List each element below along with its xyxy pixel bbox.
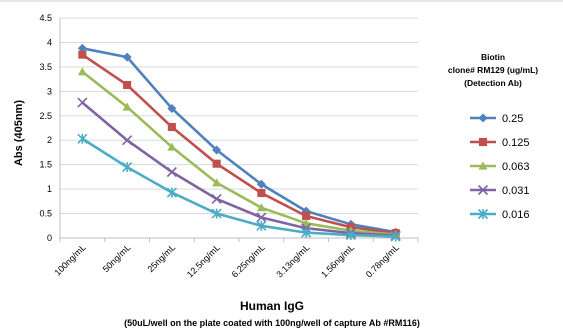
data-point (256, 212, 267, 223)
y-tick-label: 2 (47, 135, 52, 145)
data-point (122, 162, 133, 173)
legend-title: (Detection Ab) (464, 78, 522, 88)
legend-item: 0.031 (470, 184, 530, 197)
y-tick-label: 3.5 (39, 62, 52, 72)
data-point (122, 135, 133, 146)
legend: Biotin clone# RM129 (ug/mL) (Detection Ab)… (448, 52, 538, 221)
data-point (211, 208, 222, 219)
data-point (212, 178, 222, 187)
series-0.016 (77, 133, 401, 242)
data-point (212, 145, 222, 155)
legend-label: 0.125 (502, 137, 530, 149)
series-line (81, 137, 396, 238)
legend-swatch-marker (477, 184, 489, 196)
legend-label: 0.031 (502, 185, 530, 197)
data-point (166, 187, 177, 198)
legend-swatch-marker (478, 161, 488, 170)
data-point (167, 142, 177, 151)
data-point (77, 133, 88, 144)
data-point (167, 103, 177, 113)
y-tick-label: 2.5 (39, 111, 52, 121)
y-tick-label: 0 (47, 233, 52, 243)
data-point (77, 43, 87, 53)
data-point (122, 52, 132, 62)
legend-swatch-marker (478, 137, 488, 147)
data-point (166, 166, 177, 178)
series-line (82, 47, 396, 234)
data-point (390, 231, 401, 242)
data-point (301, 227, 312, 238)
data-point (257, 188, 266, 198)
legend-title: clone# RM129 (ug/mL) (448, 65, 538, 75)
legend-item: 0.063 (470, 161, 530, 173)
y-tick-label: 3 (47, 86, 52, 96)
data-point (212, 159, 221, 168)
legend-swatch-marker (478, 113, 488, 123)
legend-item: 0.125 (470, 137, 530, 149)
data-point (167, 122, 176, 132)
legend-item: 0.016 (470, 208, 530, 221)
data-point (123, 80, 132, 90)
legend-item: 0.25 (470, 113, 523, 125)
legend-label: 0.016 (502, 209, 530, 221)
series-group (77, 43, 401, 242)
data-point (302, 211, 311, 221)
data-point (122, 102, 132, 111)
y-axis-label: Abs (405nm) (13, 100, 25, 166)
y-tick-label: 4.5 (39, 13, 52, 23)
x-axis-label: Human IgG (240, 299, 304, 313)
legend-swatch-marker (477, 208, 489, 220)
data-point (211, 193, 222, 204)
x-axis-note: (50uL/well on the plate coated with 100n… (124, 318, 420, 328)
data-point (78, 50, 87, 59)
series-line (81, 70, 396, 236)
legend-label: 0.063 (502, 161, 530, 173)
y-tick-label: 1.5 (39, 160, 52, 170)
y-tick-label: 1 (47, 184, 52, 194)
legend-title: Biotin (481, 52, 505, 62)
y-tick-label: 4 (47, 37, 52, 47)
data-point (256, 179, 266, 189)
gridlines (60, 17, 418, 215)
data-point (256, 203, 266, 212)
data-point (77, 97, 88, 108)
series-line (81, 53, 396, 235)
y-axis-ticks: 0 0.5 1 1.5 2 2.5 3 3.5 4 4.5 (39, 13, 52, 243)
data-point (77, 67, 87, 76)
legend-label: 0.25 (502, 113, 523, 125)
series-line (81, 101, 396, 237)
data-point (345, 230, 356, 241)
y-tick-label: 0.5 (39, 209, 52, 219)
data-point (256, 220, 267, 231)
